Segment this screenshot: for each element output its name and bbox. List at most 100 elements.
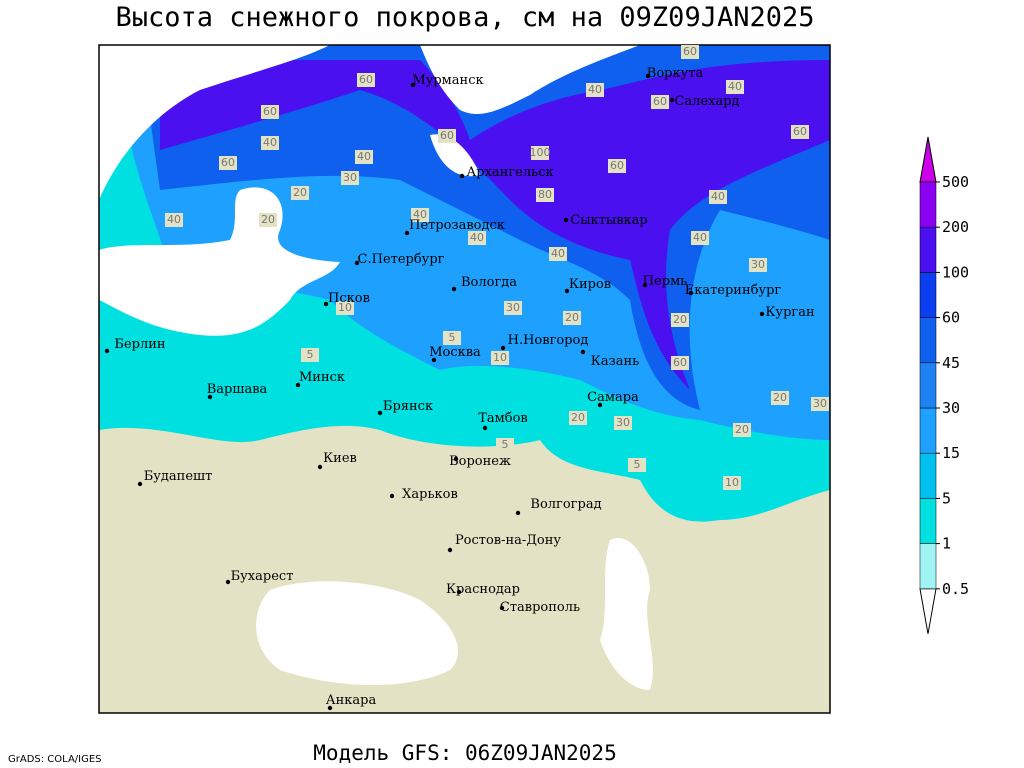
city-label: Воркута — [647, 66, 704, 81]
contour-label: 20 — [261, 213, 275, 226]
contour-label-box — [681, 45, 699, 59]
city-dot — [410, 82, 416, 88]
contour-label-box — [443, 331, 461, 345]
city-label: Н.Новгород — [508, 333, 589, 348]
contour-label-box — [536, 188, 554, 202]
legend-label: 30 — [942, 399, 960, 417]
city-dot — [447, 547, 453, 553]
city-dot — [669, 97, 675, 103]
legend-swatch — [919, 226, 937, 273]
legend-label: 5 — [942, 489, 951, 507]
contour-label-box — [336, 301, 354, 315]
contour-label: 40 — [693, 231, 707, 244]
barents-sea — [420, 45, 640, 115]
city-dot — [295, 382, 301, 388]
city-dot — [431, 357, 437, 363]
contour-label-box — [608, 159, 626, 173]
city-label: Бухарест — [231, 569, 294, 584]
legend-label: 200 — [942, 218, 969, 236]
city-label: Киев — [323, 451, 357, 466]
contour-label: 30 — [751, 258, 765, 271]
legend-swatch — [919, 181, 937, 228]
contour-label: 5 — [449, 331, 456, 344]
contour-label-box — [291, 186, 309, 200]
legend-label: 60 — [942, 309, 960, 327]
city-dot — [482, 425, 488, 431]
city-label: Волгоград — [530, 497, 601, 512]
contour-label: 60 — [683, 45, 697, 58]
contour-label: 80 — [538, 188, 552, 201]
city-dot — [642, 282, 648, 288]
contour-label: 60 — [673, 356, 687, 369]
city-dot — [459, 173, 465, 179]
contour-label: 20 — [673, 313, 687, 326]
city-label: Самара — [587, 390, 639, 405]
city-label: Будапешт — [144, 469, 213, 484]
contour-label-box — [165, 213, 183, 227]
contour-label-box — [219, 156, 237, 170]
city-label: Берлин — [114, 337, 165, 352]
contour-label-box — [341, 171, 359, 185]
legend-swatch — [919, 272, 937, 318]
model: Модель GFS: 06Z09JAN2025 — [313, 741, 616, 765]
contour-label: 60 — [221, 156, 235, 169]
city-dot — [688, 290, 694, 296]
contour-label-box — [301, 348, 319, 362]
legend-label: 1 — [942, 535, 951, 553]
contour-label-box — [563, 311, 581, 325]
contour-label: 20 — [293, 186, 307, 199]
legend-swatch — [919, 543, 937, 590]
baltic-sea — [99, 187, 340, 336]
city-label: Краснодар — [446, 582, 520, 597]
city-label: Анкара — [326, 693, 377, 708]
contour-label: 30 — [616, 416, 630, 429]
city-dot — [453, 456, 459, 462]
contour-label: 40 — [588, 83, 602, 96]
contour-label-box — [723, 476, 741, 490]
contour-label-box — [411, 208, 429, 222]
contour-label-box — [671, 313, 689, 327]
city-dot — [225, 579, 231, 585]
snow-very-deep — [160, 60, 830, 390]
contour-label-box — [671, 356, 689, 370]
city-label: Минск — [299, 370, 345, 385]
contour-label-box — [549, 247, 567, 261]
contour-label: 40 — [551, 247, 565, 260]
contour-label: 30 — [506, 301, 520, 314]
caspian-sea — [600, 538, 653, 690]
contour-label: 40 — [728, 80, 742, 93]
contour-label-box — [504, 301, 522, 315]
city-dot — [563, 217, 569, 223]
city-dot — [515, 510, 521, 516]
contour-label-box — [586, 83, 604, 97]
contour-label-box — [355, 150, 373, 164]
contour-label: 60 — [440, 129, 454, 142]
contour-label-box — [691, 231, 709, 245]
legend-swatch — [919, 407, 937, 454]
legend-label: 0.5 — [942, 580, 969, 598]
legend-swatch — [919, 317, 937, 364]
city-dot — [389, 493, 395, 499]
city-dot — [327, 705, 333, 711]
contour-label-box — [491, 351, 509, 365]
contour-label-box — [468, 231, 486, 245]
city-label: Мурманск — [412, 73, 483, 88]
city-label: Курган — [765, 305, 814, 320]
contour-label-box — [438, 129, 456, 143]
contour-label: 40 — [263, 136, 277, 149]
contour-label-box — [357, 73, 375, 87]
legend-arrow-high — [919, 136, 937, 183]
city-dot — [645, 73, 651, 79]
contour-label-box — [261, 136, 279, 150]
city-dot — [597, 402, 603, 408]
map-frame — [98, 44, 831, 714]
contour-label: 100 — [530, 146, 551, 159]
city-label: Екатеринбург — [685, 283, 782, 298]
contour-label: 40 — [167, 213, 181, 226]
cities: Мурманск Воркута Салехард Архангельск Петроз… — [104, 66, 815, 711]
city-dot — [451, 286, 457, 292]
contour-label: 60 — [653, 95, 667, 108]
contour-label-box — [651, 95, 669, 109]
city-label: Сыктывкар — [570, 213, 647, 228]
